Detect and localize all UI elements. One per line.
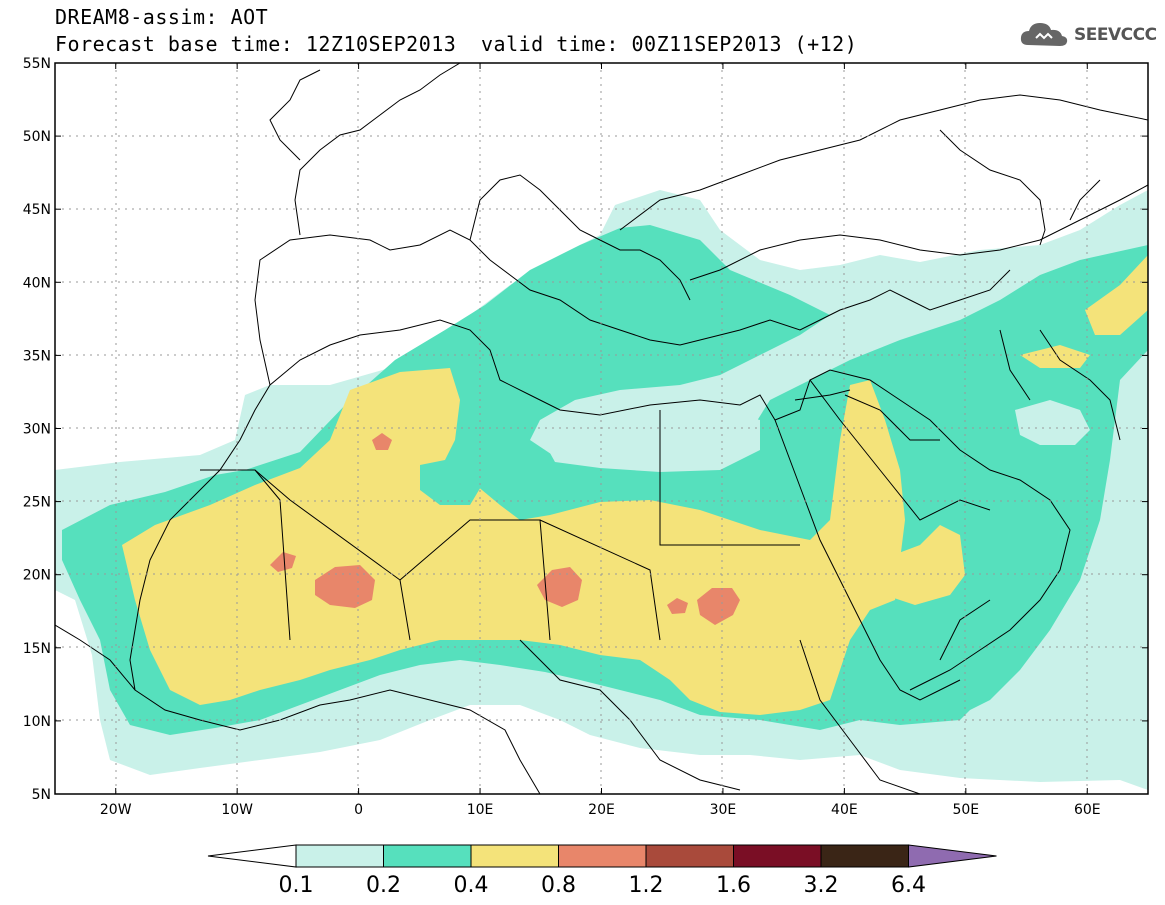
lat-label-35N: 35N bbox=[23, 348, 51, 364]
longitude-labels: 20W 10W 0 10E 20E 30E 40E 50E 60E bbox=[100, 63, 1101, 818]
lat-label-15N: 15N bbox=[23, 641, 51, 657]
colorbar-label-1.6: 1.6 bbox=[716, 873, 751, 898]
lat-label-45N: 45N bbox=[23, 202, 51, 218]
colorbar-bin-5 bbox=[645, 844, 734, 868]
aot-contour-0.8-d bbox=[697, 588, 740, 625]
lon-label-0: 0 bbox=[354, 802, 363, 818]
lon-label-30E: 30E bbox=[710, 802, 737, 818]
colorbar-bin-7 bbox=[820, 844, 909, 868]
cloud-icon bbox=[1020, 23, 1068, 46]
gridlines bbox=[55, 63, 1148, 794]
aot-contour-0.8-b bbox=[270, 552, 296, 572]
colorbar-bin-4 bbox=[558, 844, 647, 868]
colorbar-bin-3 bbox=[470, 844, 559, 868]
aot-contour-0.8-a bbox=[315, 565, 375, 608]
latitude-labels: 5N 10N 15N 20N 25N 30N 35N 40N 45N 50N 55N bbox=[23, 56, 1148, 803]
lat-label-30N: 30N bbox=[23, 422, 51, 438]
aot-contour-0.8-f bbox=[372, 433, 392, 450]
lon-label-10W: 10W bbox=[221, 802, 253, 818]
colorbar: 0.1 0.2 0.4 0.8 1.2 1.6 3.2 6.4 bbox=[207, 844, 997, 898]
forecast-base-time: Forecast base time: 12Z10SEP2013 bbox=[55, 32, 457, 56]
aot-contour-0.4-oman bbox=[880, 525, 965, 605]
aot-lowpocket-arabia bbox=[1015, 400, 1090, 445]
colorbar-bin-6 bbox=[733, 844, 822, 868]
colorbar-label-0.1: 0.1 bbox=[279, 873, 314, 898]
colorbar-label-3.2: 3.2 bbox=[804, 873, 839, 898]
aot-gap-sahara bbox=[420, 455, 485, 505]
aot-lowpocket-libya bbox=[540, 410, 760, 472]
lon-label-20E: 20E bbox=[588, 802, 615, 818]
map-title: DREAM8-assim: AOT bbox=[55, 5, 269, 29]
aot-field bbox=[55, 190, 1148, 790]
lon-label-50E: 50E bbox=[952, 802, 979, 818]
lon-label-20W: 20W bbox=[100, 802, 132, 818]
coastlines bbox=[55, 63, 1148, 794]
colorbar-bin-1 bbox=[295, 844, 384, 868]
aot-contour-0.8-e bbox=[667, 598, 688, 614]
lat-label-20N: 20N bbox=[23, 568, 51, 584]
lat-label-55N: 55N bbox=[23, 56, 51, 72]
colorbar-label-6.4: 6.4 bbox=[891, 873, 926, 898]
lat-label-50N: 50N bbox=[23, 129, 51, 145]
colorbar-over-triangle bbox=[908, 844, 997, 868]
seevccc-logo: SEEVCCC bbox=[1018, 20, 1157, 50]
aot-contour-0.4 bbox=[122, 368, 905, 715]
lon-label-60E: 60E bbox=[1074, 802, 1101, 818]
lat-label-25N: 25N bbox=[23, 495, 51, 511]
aot-contour-0.4-iran bbox=[1085, 255, 1148, 335]
colorbar-bin-2 bbox=[383, 844, 472, 868]
lat-label-5N: 5N bbox=[32, 787, 51, 803]
valid-time: valid time: 00Z11SEP2013 (+12) bbox=[481, 32, 858, 56]
logo-text: SEEVCCC bbox=[1074, 25, 1157, 45]
colorbar-label-0.8: 0.8 bbox=[541, 873, 576, 898]
lat-label-40N: 40N bbox=[23, 275, 51, 291]
lon-label-40E: 40E bbox=[831, 802, 858, 818]
colorbar-under-triangle bbox=[207, 844, 297, 868]
colorbar-label-0.4: 0.4 bbox=[454, 873, 489, 898]
lat-label-10N: 10N bbox=[23, 714, 51, 730]
colorbar-label-1.2: 1.2 bbox=[629, 873, 664, 898]
colorbar-label-0.2: 0.2 bbox=[366, 873, 401, 898]
lon-label-10E: 10E bbox=[467, 802, 494, 818]
aot-contour-0.8-c bbox=[537, 567, 582, 607]
aot-contour-0.4-iraq bbox=[1020, 345, 1090, 368]
